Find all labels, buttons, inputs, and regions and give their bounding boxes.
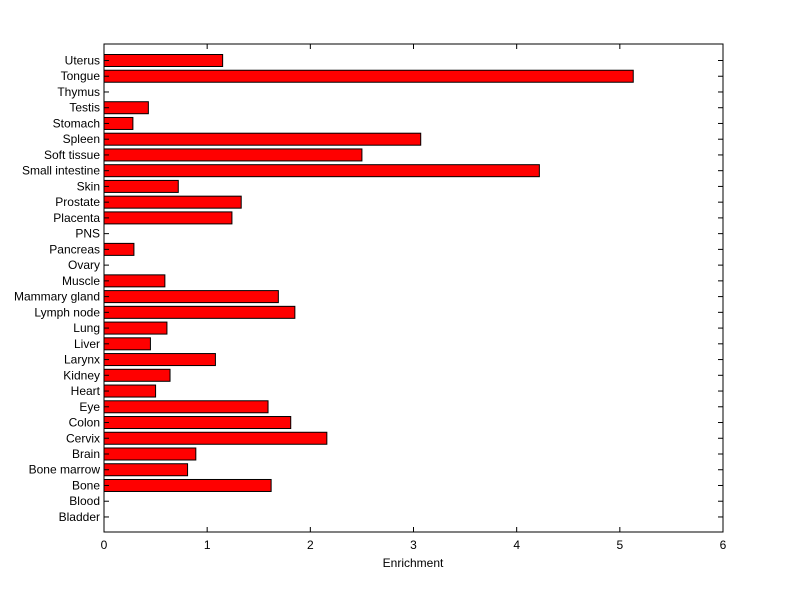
y-tick-label: Spleen xyxy=(63,132,100,146)
y-tick-label: Testis xyxy=(69,101,100,115)
y-tick-label: Ovary xyxy=(68,258,100,272)
y-tick-label: Eye xyxy=(79,400,100,414)
y-tick-label: Muscle xyxy=(62,274,100,288)
bar-liver xyxy=(103,337,151,351)
x-tick-label: 4 xyxy=(513,538,520,552)
y-tick-label: Skin xyxy=(77,179,100,193)
x-tick-label: 0 xyxy=(101,538,108,552)
x-tick-label: 5 xyxy=(616,538,623,552)
x-axis: 0 1 2 3 4 5 6 xyxy=(101,44,727,552)
bar-bone-marrow xyxy=(103,463,189,477)
bar-heart xyxy=(103,384,157,398)
y-tick-label: Bone marrow xyxy=(29,463,101,477)
bar-soft-tissue xyxy=(103,148,363,162)
bar-larynx xyxy=(103,353,216,367)
y-tick-label: Brain xyxy=(72,447,100,461)
bar-skin xyxy=(103,179,179,193)
y-tick-label: Placenta xyxy=(53,211,100,225)
y-tick-label: Tongue xyxy=(61,69,101,83)
x-tick-label: 2 xyxy=(307,538,314,552)
y-tick-label: Larynx xyxy=(64,353,100,367)
y-tick-label: Mammary gland xyxy=(14,290,100,304)
y-tick-label: Blood xyxy=(69,494,100,508)
bar-lymph-node xyxy=(103,305,296,319)
x-axis-title: Enrichment xyxy=(383,556,444,570)
y-tick-label: Bladder xyxy=(59,510,100,524)
y-tick-label: Lymph node xyxy=(34,305,100,319)
plot-background xyxy=(104,44,723,532)
y-tick-label: Small intestine xyxy=(22,164,100,178)
x-tick-label: 6 xyxy=(720,538,727,552)
y-tick-label: Pancreas xyxy=(49,242,100,256)
bar-muscle xyxy=(103,274,166,288)
y-tick-label: Liver xyxy=(74,337,100,351)
y-tick-label: Prostate xyxy=(55,195,100,209)
bar-spleen xyxy=(103,132,422,146)
bar-kidney xyxy=(103,368,171,382)
x-tick-label: 3 xyxy=(410,538,417,552)
bar-mammary-gland xyxy=(103,290,279,304)
bar-placenta xyxy=(103,211,233,225)
bar-cervix xyxy=(103,431,328,445)
bar-testis xyxy=(103,101,149,115)
y-tick-label: Soft tissue xyxy=(44,148,100,162)
bar-bone xyxy=(103,478,272,492)
bar-lung xyxy=(103,321,168,335)
y-tick-label: Colon xyxy=(69,416,100,430)
y-tick-label: Heart xyxy=(71,384,101,398)
y-tick-label: PNS xyxy=(75,227,100,241)
bar-prostate xyxy=(103,195,242,209)
bar-eye xyxy=(103,400,269,414)
bar-tongue xyxy=(103,69,634,83)
y-tick-label: Lung xyxy=(73,321,100,335)
y-tick-label: Thymus xyxy=(57,85,100,99)
y-tick-label: Stomach xyxy=(53,116,100,130)
bar-small-intestine xyxy=(103,164,540,178)
y-tick-label: Cervix xyxy=(66,431,100,445)
bar-brain xyxy=(103,447,197,461)
y-tick-label: Bone xyxy=(72,478,100,492)
bar-colon xyxy=(103,416,292,430)
bar-uterus xyxy=(103,54,224,67)
x-tick-label: 1 xyxy=(204,538,211,552)
y-tick-label: Kidney xyxy=(63,368,100,382)
y-tick-label: Uterus xyxy=(65,54,100,68)
